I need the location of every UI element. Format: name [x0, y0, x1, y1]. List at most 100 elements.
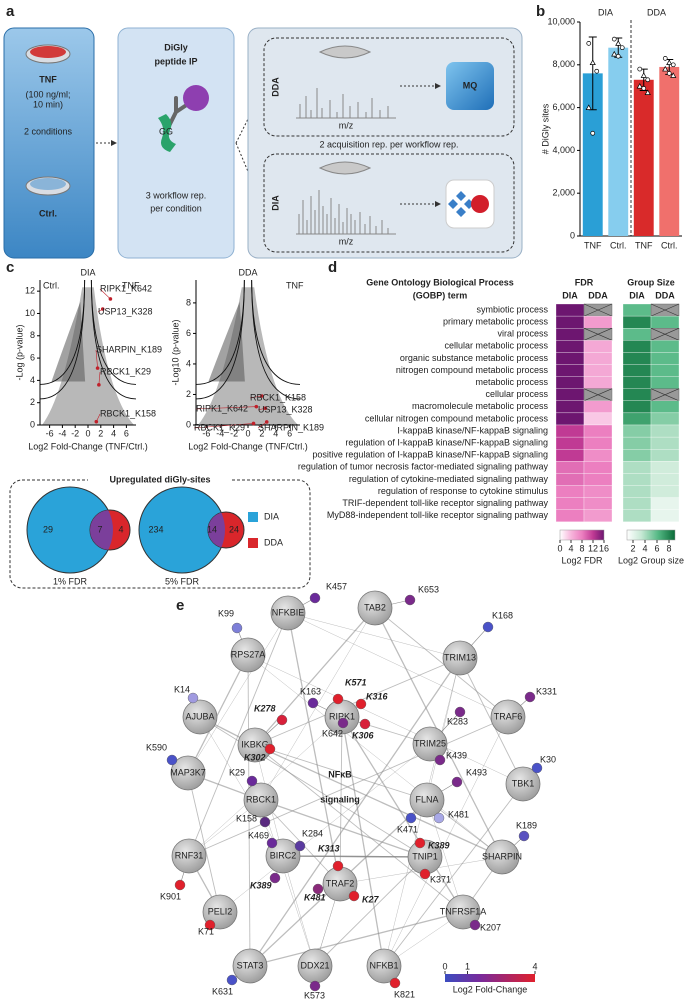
- replicate: [645, 77, 651, 83]
- heat-cell: [650, 352, 680, 365]
- replicate: [615, 53, 621, 59]
- side-label: TNF: [286, 280, 304, 290]
- heat-cell: [650, 424, 680, 438]
- row-label: regulation of response to cytokine stimu…: [378, 486, 549, 496]
- site-dot: [174, 879, 186, 891]
- site-dot: [312, 883, 324, 895]
- leader-line: [95, 349, 98, 369]
- x-tick-label: -4: [58, 428, 66, 438]
- y-tick-label: 4: [30, 375, 35, 385]
- colorbar-tick-label: 4: [532, 961, 537, 971]
- edge: [254, 607, 376, 746]
- protein-node: [171, 838, 207, 874]
- row-label: symbiotic process: [476, 304, 548, 314]
- site-dot: [166, 754, 178, 766]
- row-label: MyD88-independent toll-like receptor sig…: [327, 510, 549, 520]
- workflow-text: TNF: [39, 74, 57, 84]
- replicate: [615, 40, 622, 46]
- protein-node: [243, 782, 279, 818]
- column-label: DDA: [588, 290, 608, 300]
- replicate: [641, 85, 647, 91]
- labeled-point: [263, 406, 268, 411]
- site-dot: [264, 743, 276, 755]
- heat-cell: [555, 461, 585, 474]
- venn-count: 4: [118, 524, 123, 534]
- y-tick-label: 6: [30, 352, 35, 362]
- site-label: K306: [352, 730, 375, 740]
- point-label: RBCK1_K29: [100, 366, 151, 376]
- protein-label: TBK1: [512, 778, 535, 788]
- protein-label: IKBKG: [241, 739, 269, 749]
- site-dot: [269, 872, 281, 884]
- site-label: K573: [304, 990, 325, 1000]
- labeled-point: [254, 404, 259, 409]
- protein-node: [490, 699, 526, 735]
- heat-cell: [555, 473, 585, 486]
- cross: [650, 388, 680, 402]
- replicate: [666, 59, 673, 66]
- site-label: K590: [146, 742, 167, 752]
- protein-label: TRAF2: [326, 878, 355, 888]
- y-tick-label: 0: [570, 230, 575, 240]
- venn-count: 234: [148, 524, 163, 534]
- site-label: K821: [394, 989, 415, 999]
- heat-cell: [622, 303, 652, 317]
- y-tick-label: 8: [186, 297, 191, 307]
- y-tick-label: 0: [186, 419, 191, 429]
- row-label: viral process: [497, 329, 548, 339]
- site-label: K481: [304, 892, 326, 902]
- replicate: [662, 65, 669, 72]
- protein-label: NFKB1: [369, 960, 398, 970]
- site-dot: [451, 776, 463, 788]
- heat-cell: [583, 376, 613, 389]
- y-tick-label: 6: [186, 328, 191, 338]
- heat-cell: [622, 473, 652, 486]
- workflow-text: m/z: [339, 120, 354, 130]
- workflow-text: GG: [159, 126, 173, 136]
- x-tick-label: -6: [46, 428, 54, 438]
- panel-label: c: [6, 259, 14, 276]
- venn-label: 1% FDR: [53, 576, 88, 586]
- leader-line: [195, 406, 257, 410]
- workflow-text: DiGly: [164, 42, 188, 52]
- site-dot: [524, 691, 536, 703]
- replicate: [619, 45, 625, 51]
- heat-cell: [555, 497, 585, 510]
- x-tick-label: -4: [216, 428, 224, 438]
- site-dot: [518, 830, 530, 842]
- workflow-text: 10 min): [33, 99, 63, 109]
- heat-cell: [622, 449, 652, 462]
- x-tick-label: -6: [202, 428, 210, 438]
- protein-node: [366, 948, 402, 984]
- edge: [199, 716, 426, 858]
- heat-cell: [622, 364, 652, 377]
- point-cloud: [208, 301, 245, 382]
- heat-cell: [622, 497, 652, 510]
- heat-cell: [555, 485, 585, 498]
- workflow-text: 2 acquisition rep. per workflow rep.: [319, 139, 458, 149]
- row-label: primary metabolic process: [443, 317, 549, 327]
- site-dot: [187, 692, 199, 704]
- x-tick-label: 2: [259, 428, 264, 438]
- heat-cell: [555, 352, 585, 365]
- colorbar-label: Log2 Group size: [618, 555, 684, 565]
- site-label: K389: [428, 840, 450, 850]
- labeled-point: [264, 420, 269, 424]
- row-label: cellular nitrogen compound metabolic pro…: [365, 413, 549, 423]
- group-label: DDA: [647, 7, 666, 17]
- y-tick-label: 12: [25, 286, 35, 296]
- protein-label: RPS27A: [231, 649, 266, 659]
- site-dot: [355, 698, 367, 710]
- colorbar-tick-label: 0: [557, 543, 562, 553]
- bead: [183, 85, 209, 111]
- colorbar-tick-label: 16: [599, 543, 609, 553]
- heat-cell: [555, 424, 585, 438]
- edge: [426, 657, 461, 801]
- site-label: K283: [447, 716, 468, 726]
- protein-node: [182, 699, 218, 735]
- site-dot: [226, 974, 238, 986]
- colorbar-tick-label: 12: [588, 543, 598, 553]
- venn-count: 14: [207, 524, 217, 534]
- heat-cell: [583, 436, 613, 450]
- row-label: positive regulation of I-kappaB kinase/N…: [312, 450, 548, 460]
